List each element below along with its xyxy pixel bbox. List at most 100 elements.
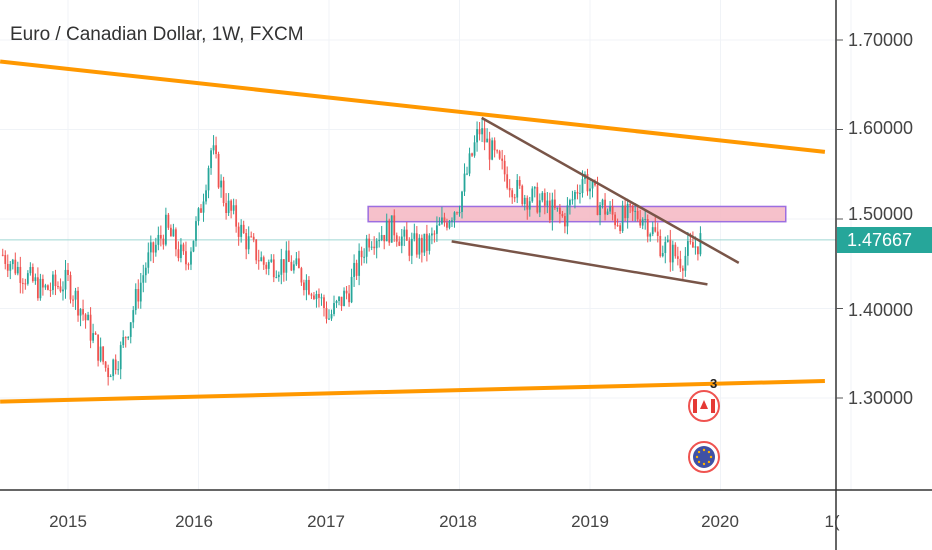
candle-body xyxy=(413,233,416,239)
candle-body xyxy=(129,322,132,337)
candle-body xyxy=(488,138,491,160)
candle-body xyxy=(154,244,157,253)
candle-body xyxy=(408,240,411,256)
candle-body xyxy=(21,282,24,284)
candle-body xyxy=(47,285,49,290)
candle-body xyxy=(297,258,300,269)
candle-body xyxy=(561,214,564,217)
candle-body xyxy=(626,203,629,219)
candle-body xyxy=(14,259,17,274)
candle-body xyxy=(114,359,117,370)
candle-body xyxy=(295,258,298,265)
candle-body xyxy=(235,205,238,227)
candle-body xyxy=(501,158,504,161)
candle-body xyxy=(139,282,142,302)
candle-body xyxy=(99,346,102,361)
eu-star xyxy=(695,455,699,459)
candle-body xyxy=(594,181,596,186)
candle-body xyxy=(368,238,371,248)
candle-body xyxy=(117,369,120,371)
candle-body xyxy=(589,188,591,192)
candle-body xyxy=(260,257,263,261)
candle-body xyxy=(348,293,350,303)
candle-body xyxy=(380,235,383,241)
candle-body xyxy=(388,220,391,243)
candle-body xyxy=(280,259,283,275)
candle-body xyxy=(112,359,115,377)
x-tick-label: 2020 xyxy=(701,512,739,531)
candle-body xyxy=(192,240,195,252)
candle-body xyxy=(287,250,290,262)
y-tick-label: 1.70000 xyxy=(848,30,914,50)
candle-body xyxy=(481,128,483,135)
candle-body xyxy=(415,233,418,255)
y-tick-label: 1.30000 xyxy=(848,388,914,408)
y-tick-label: 1.50000 xyxy=(848,204,914,224)
upper-trendline[interactable] xyxy=(0,59,826,154)
candle-body xyxy=(468,153,471,174)
candle-body xyxy=(456,212,458,214)
candle-body xyxy=(217,154,220,188)
candle-body xyxy=(185,251,187,265)
candle-body xyxy=(255,239,258,261)
candle-body xyxy=(601,199,604,206)
eu-star xyxy=(707,450,711,454)
candle-body xyxy=(443,217,446,223)
candle-body xyxy=(180,244,182,259)
candle-body xyxy=(230,200,233,211)
candle-body xyxy=(596,185,599,216)
candle-body xyxy=(16,266,19,274)
candle-body xyxy=(107,367,110,378)
candle-body xyxy=(604,199,606,215)
candle-body xyxy=(39,278,42,299)
current-price-label: 1.47667 xyxy=(837,227,932,253)
candle-body xyxy=(513,197,516,199)
candle-body xyxy=(671,244,674,263)
candle-body xyxy=(74,290,77,300)
candle-body xyxy=(370,246,373,248)
candle-body xyxy=(197,208,200,222)
candle-body xyxy=(137,288,140,302)
candle-body xyxy=(403,229,406,237)
chart-title: Euro / Canadian Dollar, 1W, FXCM xyxy=(10,24,304,45)
candle-body xyxy=(335,300,338,304)
candle-body xyxy=(134,288,137,311)
candle-body xyxy=(177,249,180,259)
candle-body xyxy=(72,299,74,301)
candle-body xyxy=(172,229,175,237)
candle-body xyxy=(451,220,453,222)
candle-body xyxy=(144,267,147,276)
candle-body xyxy=(395,235,398,242)
candle-body xyxy=(363,256,366,258)
candle-body xyxy=(666,239,669,242)
eu-star xyxy=(709,455,713,459)
candle-body xyxy=(272,259,275,278)
candle-body xyxy=(656,231,659,236)
canada-flag-bar xyxy=(711,399,715,413)
candle-body xyxy=(97,334,100,361)
candle-body xyxy=(616,225,619,227)
candle-body xyxy=(621,205,624,232)
wedge-lower-line[interactable] xyxy=(451,240,708,286)
candle-body xyxy=(19,266,22,283)
candle-body xyxy=(611,206,614,215)
candle-body xyxy=(634,210,637,212)
resistance-zone[interactable] xyxy=(367,205,787,223)
candle-body xyxy=(498,151,501,159)
candle-body xyxy=(187,264,190,266)
eu-star xyxy=(697,450,701,454)
candle-body xyxy=(674,244,677,257)
eu-star xyxy=(702,462,706,466)
candle-body xyxy=(202,201,205,213)
candle-body xyxy=(586,174,589,192)
candle-body xyxy=(483,128,486,143)
candle-body xyxy=(200,208,202,213)
candle-body xyxy=(390,215,393,243)
candle-body xyxy=(313,295,315,299)
wedge-upper-line[interactable] xyxy=(481,116,740,264)
candle-body xyxy=(478,129,481,135)
lower-trendline[interactable] xyxy=(0,378,825,404)
x-tick-label: 2015 xyxy=(49,512,87,531)
